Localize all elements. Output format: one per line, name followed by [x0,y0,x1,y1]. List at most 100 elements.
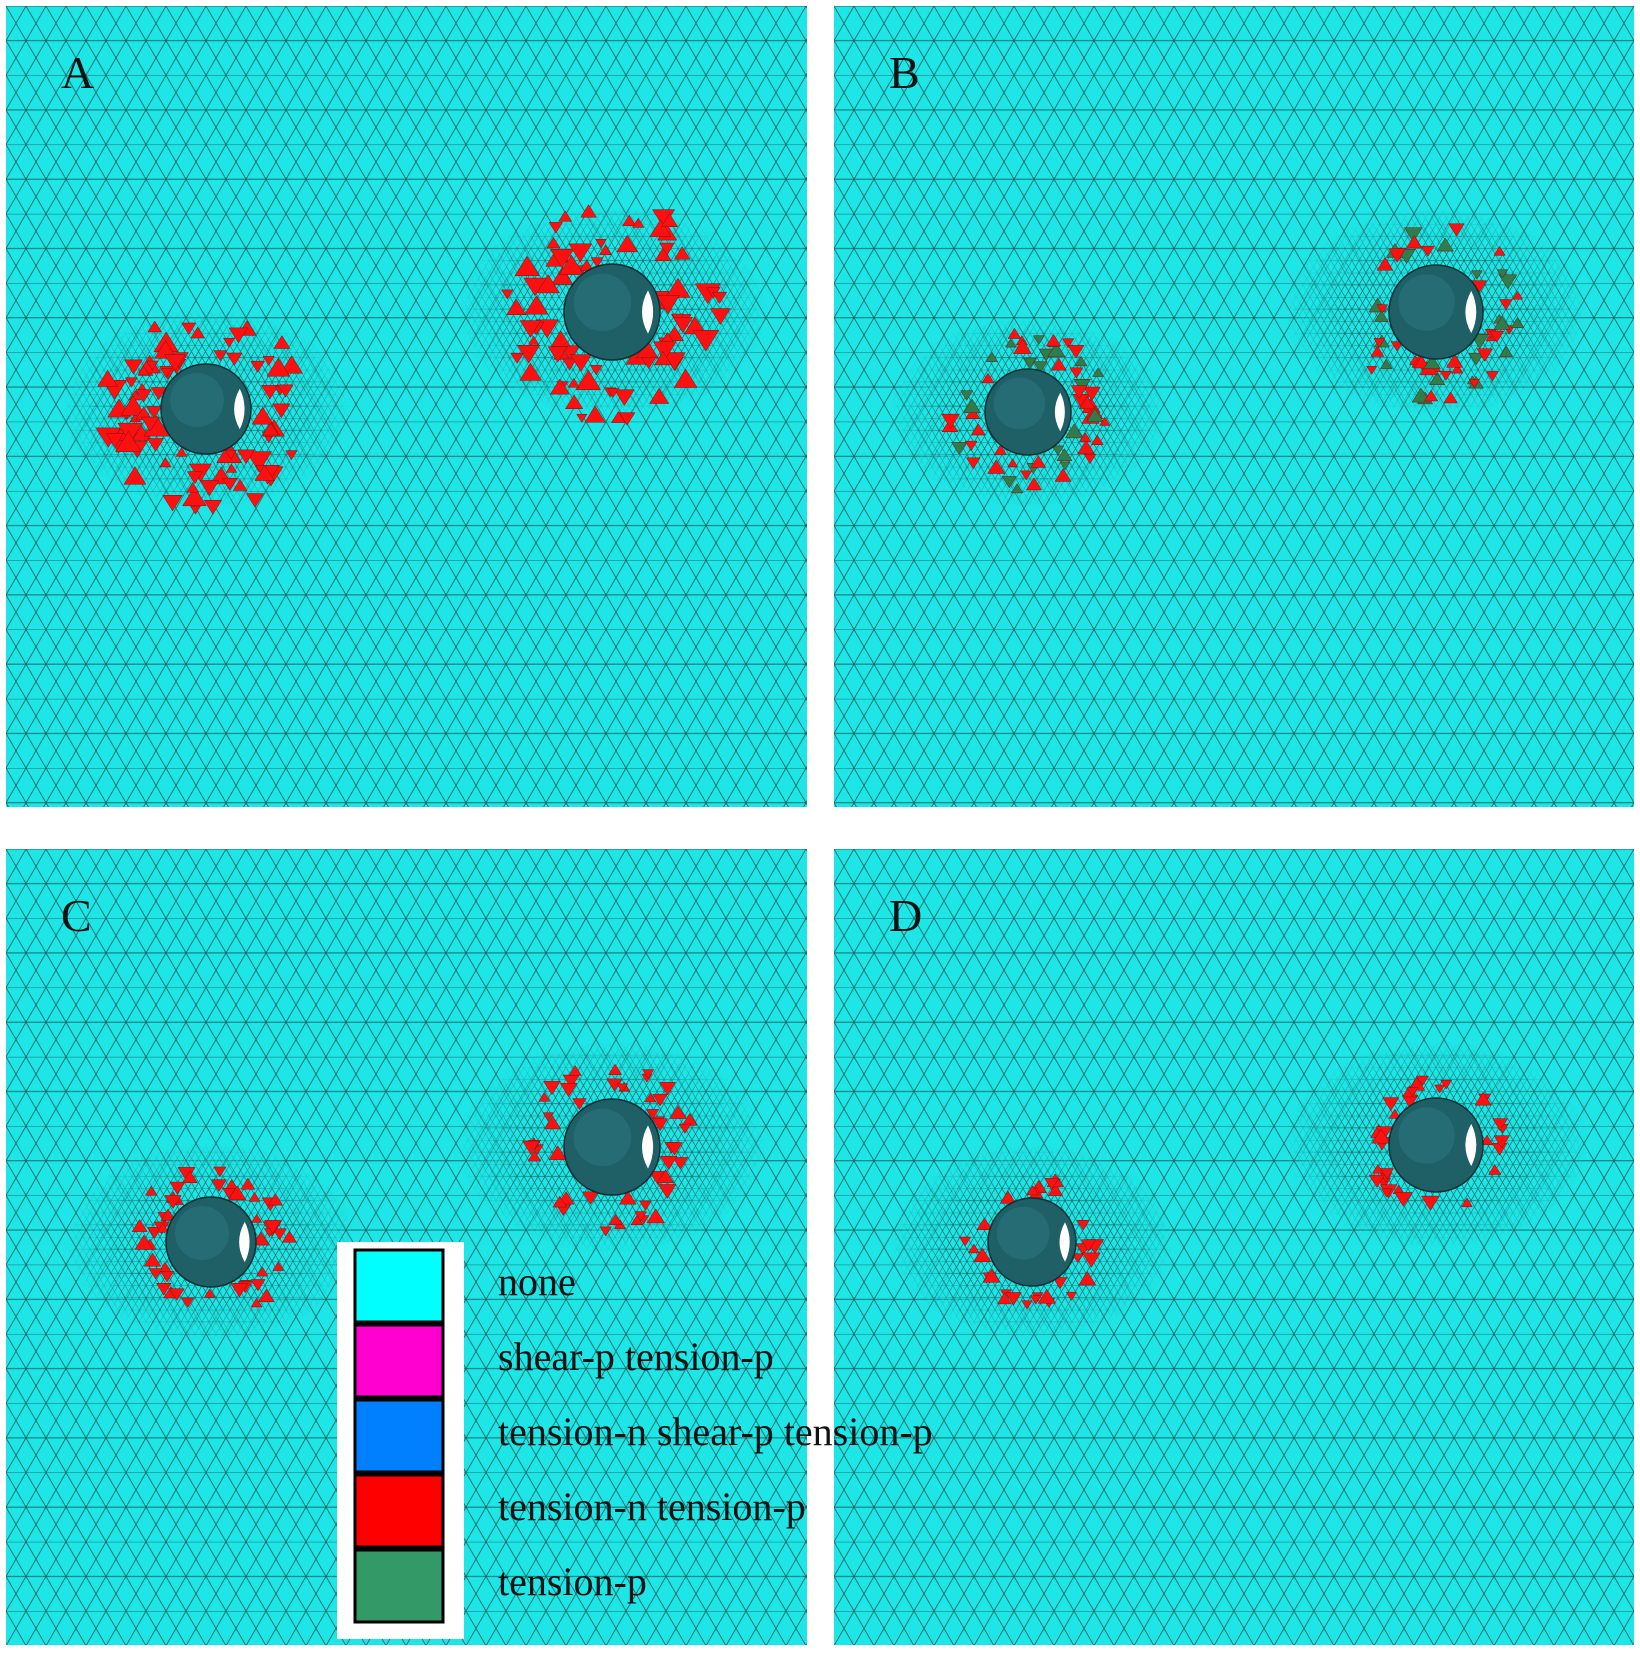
failed-element [524,295,549,315]
tunnel-gap [642,1125,654,1169]
failed-element [154,340,178,359]
failed-element [608,1213,623,1225]
failed-element [266,357,291,377]
tunnel-shade [170,373,224,427]
failed-element [1013,339,1032,354]
tunnel-shade [993,377,1046,430]
failed-element [559,1083,578,1098]
failed-element [146,406,162,419]
legend-swatch [353,1398,445,1474]
failed-element [1373,338,1386,348]
failed-element [1376,257,1394,271]
failed-element [528,335,540,345]
failed-element [672,1157,689,1170]
failed-element [673,246,691,260]
failed-element [619,1190,637,1205]
failed-element [1070,385,1088,399]
tunnel-gap [1465,290,1477,334]
failed-element [169,1288,185,1301]
failed-element [1078,1270,1097,1286]
failed-element [144,1185,158,1196]
tunnel-shade [1398,274,1455,331]
failed-element [618,412,636,426]
failed-element [1081,1252,1101,1268]
failed-element [1026,1185,1040,1196]
failed-element [148,1268,163,1280]
failed-element [250,1279,266,1292]
failed-element [1047,342,1066,358]
failed-element [1090,434,1104,445]
failed-element [1510,317,1525,328]
failed-element [1499,299,1513,311]
failed-element [510,352,524,364]
failed-element [1007,327,1022,339]
failed-element [1001,476,1017,489]
failed-element [1451,363,1464,374]
panel-content [6,6,807,807]
failed-element [228,327,249,344]
failed-element [1379,1168,1395,1180]
failed-element [1486,371,1499,382]
failed-element [655,295,680,315]
failed-element [1033,361,1048,374]
failed-element [281,1230,297,1243]
panel-label: C [61,890,92,941]
legend-label: tension-p [498,1559,647,1604]
failed-element [1032,335,1045,346]
failed-element [572,1098,587,1110]
failed-element [134,1234,154,1250]
failed-element [1054,468,1072,482]
failed-element [580,204,597,218]
failed-element [1492,1118,1508,1132]
legend-swatch [353,1548,445,1624]
failed-element [250,360,266,373]
failed-element [608,1063,623,1075]
failed-element [565,394,584,409]
failed-element [1051,357,1067,371]
failed-element [669,1105,687,1119]
failed-element [1415,1075,1429,1087]
failed-element [631,217,645,228]
failed-element [1067,345,1085,359]
failed-element [273,335,291,349]
failed-element [1376,304,1389,314]
failed-element [542,1112,554,1122]
failed-element [614,389,635,407]
tunnel-gap [1465,1123,1477,1167]
failed-element [1488,1164,1502,1175]
failed-element [150,387,167,401]
failed-element [1423,354,1441,369]
failed-element [272,1261,285,1271]
failed-element [568,243,593,263]
failed-element [1380,1188,1393,1198]
failed-element [1086,408,1104,423]
failed-element [156,1222,170,1233]
failed-element [213,350,227,362]
failed-element [1047,1183,1064,1196]
failed-element [966,457,981,470]
failed-element [1474,1091,1492,1106]
failed-element [190,326,205,339]
tunnel-gap [1054,392,1065,432]
failed-element [155,1283,172,1296]
failed-element [616,1083,629,1093]
failed-element [941,413,960,429]
failed-element [1468,379,1481,389]
failed-element [162,495,183,512]
failed-element [232,478,248,491]
failed-element [1030,455,1047,468]
failed-element [131,1218,148,1232]
failed-element [1020,470,1033,481]
failed-element [248,1192,261,1202]
failed-element [595,239,607,249]
failed-element [1388,1108,1401,1119]
failed-element [1468,352,1484,366]
failed-element [1480,1134,1494,1146]
failed-element [147,1227,162,1239]
failed-element [1074,355,1088,367]
failed-element [964,440,978,452]
failed-element [1446,353,1464,368]
failed-element [1403,227,1423,243]
failed-element [1056,448,1073,461]
failed-element [1065,1291,1078,1301]
